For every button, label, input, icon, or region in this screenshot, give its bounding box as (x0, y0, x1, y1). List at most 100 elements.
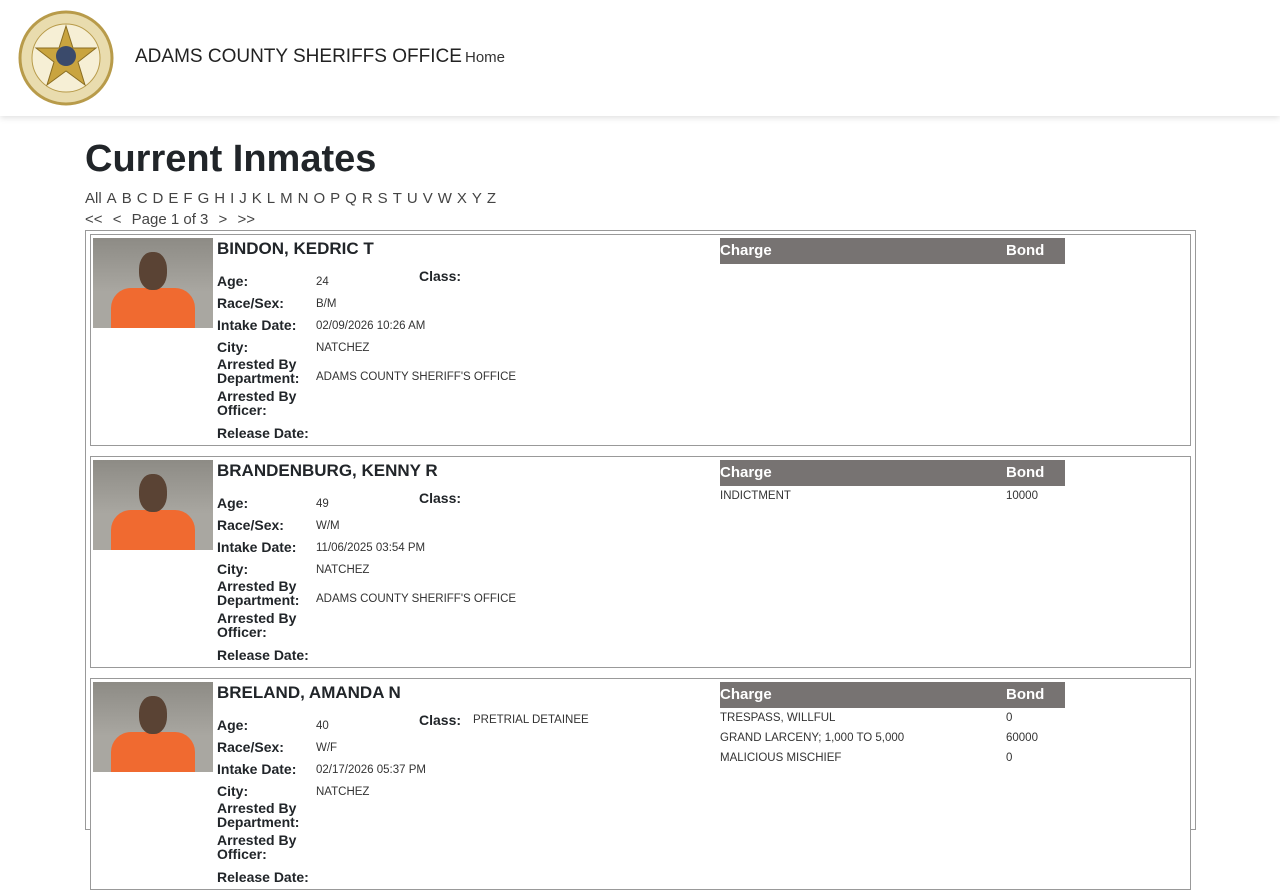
label-arrested-officer: Arrested By Officer: (217, 388, 297, 418)
value-class: PRETRIAL DETAINEE (473, 714, 589, 726)
letter-link[interactable]: K (251, 190, 262, 207)
charges-header: Charge Bond (720, 238, 1065, 264)
value-arrested-dept: ADAMS COUNTY SHERIFF'S OFFICE (316, 593, 517, 605)
charges-header: Charge Bond (720, 460, 1065, 486)
label-arrested-officer: Arrested By Officer: (217, 610, 297, 640)
bond-column-header: Bond (1006, 464, 1045, 481)
bond-amount: 0 (1006, 752, 1013, 764)
label-age: Age: (217, 495, 249, 511)
charge-row: TRESPASS, WILLFUL 0 (720, 708, 1065, 728)
charge-description: GRAND LARCENY; 1,000 TO 5,000 (720, 732, 905, 744)
label-class: Class: (419, 712, 462, 728)
charge-description: INDICTMENT (720, 490, 791, 502)
value-intake: 11/06/2025 03:54 PM (316, 542, 426, 554)
nav-home-link[interactable]: Home (465, 49, 506, 66)
letter-link[interactable]: M (280, 190, 293, 207)
letter-link[interactable]: S (377, 190, 388, 207)
letter-link[interactable]: Z (486, 190, 497, 207)
label-class: Class: (419, 490, 462, 506)
letter-link[interactable]: N (297, 190, 309, 207)
charges-table: Charge Bond TRESPASS, WILLFUL 0 GRAND LARCEN… (720, 682, 1065, 768)
label-race-sex: Race/Sex: (217, 517, 284, 533)
next-page-link[interactable]: > (218, 211, 228, 228)
letter-link[interactable]: A (106, 190, 117, 207)
label-intake: Intake Date: (217, 539, 297, 555)
charge-column-header: Charge (720, 686, 772, 703)
value-city: NATCHEZ (316, 564, 370, 576)
charge-row: MALICIOUS MISCHIEF 0 (720, 748, 1065, 768)
letter-filter: All A B C D E F G H I J K L M N O P Q R S T U V W X Y Z (85, 190, 1196, 207)
value-arrested-dept: ADAMS COUNTY SHERIFF'S OFFICE (316, 371, 517, 383)
letter-link[interactable]: F (183, 190, 193, 207)
letter-link[interactable]: W (437, 190, 452, 207)
prev-page-link[interactable]: < (112, 211, 122, 228)
charges-header: Charge Bond (720, 682, 1065, 708)
letter-link[interactable]: V (422, 190, 433, 207)
letter-link[interactable]: G (197, 190, 210, 207)
bond-amount: 10000 (1006, 490, 1038, 502)
last-page-link[interactable]: >> (237, 211, 256, 228)
value-race-sex: W/F (316, 742, 338, 754)
inmate-photo[interactable] (93, 460, 213, 550)
letter-link[interactable]: X (456, 190, 467, 207)
navbar: ADAMS COUNTY SHERIFFS OFFICE Home (0, 0, 1280, 116)
inmate-name[interactable]: BINDON, KEDRIC T (217, 239, 374, 258)
inmate-name[interactable]: BRANDENBURG, KENNY R (217, 461, 438, 480)
label-city: City: (217, 561, 249, 577)
label-release: Release Date: (217, 647, 309, 663)
letter-link[interactable]: C (136, 190, 148, 207)
value-race-sex: B/M (316, 298, 337, 310)
letter-link[interactable]: P (330, 190, 341, 207)
sheriff-badge-logo[interactable] (18, 10, 114, 106)
letter-link[interactable]: T (392, 190, 402, 207)
charge-column-header: Charge (720, 242, 772, 259)
site-title[interactable]: ADAMS COUNTY SHERIFFS OFFICE (135, 46, 462, 67)
inmate-card: BINDON, KEDRIC T Age: 24 Race/Sex: B/M Intake… (90, 234, 1191, 446)
label-city: City: (217, 783, 249, 799)
charge-row: INDICTMENT 10000 (720, 486, 1065, 506)
letter-link[interactable]: O (313, 190, 326, 207)
charge-column-header: Charge (720, 464, 772, 481)
label-arrested-dept: Arrested By Department: (217, 800, 300, 830)
value-city: NATCHEZ (316, 786, 370, 798)
letter-link[interactable]: R (361, 190, 373, 207)
bond-amount: 60000 (1006, 732, 1038, 744)
label-city: City: (217, 339, 249, 355)
page-title: Current Inmates (85, 138, 377, 180)
value-intake: 02/09/2026 10:26 AM (316, 320, 426, 332)
inmate-card: BRELAND, AMANDA N Age: 40 Race/Sex: W/F Intak… (90, 678, 1191, 890)
letter-link[interactable]: E (168, 190, 179, 207)
letter-link[interactable]: All (85, 190, 102, 207)
page-indicator: Page 1 of 3 (131, 211, 209, 228)
inmate-name[interactable]: BRELAND, AMANDA N (217, 683, 401, 702)
label-race-sex: Race/Sex: (217, 739, 284, 755)
letter-link[interactable]: B (121, 190, 132, 207)
value-age: 40 (316, 720, 329, 732)
letter-link[interactable]: D (152, 190, 164, 207)
bond-amount: 0 (1006, 712, 1013, 724)
inmate-photo[interactable] (93, 682, 213, 772)
value-age: 24 (316, 276, 329, 288)
value-race-sex: W/M (316, 520, 340, 532)
label-intake: Intake Date: (217, 761, 297, 777)
letter-link[interactable]: J (239, 190, 247, 207)
first-page-link[interactable]: << (85, 211, 103, 228)
value-city: NATCHEZ (316, 342, 370, 354)
inmate-list: BINDON, KEDRIC T Age: 24 Race/Sex: B/M Intake… (85, 230, 1196, 890)
inmate-card: BRANDENBURG, KENNY R Age: 49 Race/Sex: W/M In… (90, 456, 1191, 668)
letter-link[interactable]: I (230, 190, 235, 207)
inmate-photo[interactable] (93, 238, 213, 328)
letter-link[interactable]: L (266, 190, 276, 207)
charges-table: Charge Bond (720, 238, 1065, 264)
charge-description: TRESPASS, WILLFUL (720, 712, 836, 724)
label-class: Class: (419, 268, 462, 284)
letter-link[interactable]: Q (345, 190, 357, 207)
charges-table: Charge Bond INDICTMENT 10000 (720, 460, 1065, 506)
label-release: Release Date: (217, 869, 309, 885)
charge-description: MALICIOUS MISCHIEF (720, 752, 842, 764)
label-race-sex: Race/Sex: (217, 295, 284, 311)
letter-link[interactable]: U (406, 190, 418, 207)
bond-column-header: Bond (1006, 686, 1045, 703)
letter-link[interactable]: Y (471, 190, 482, 207)
letter-link[interactable]: H (214, 190, 226, 207)
